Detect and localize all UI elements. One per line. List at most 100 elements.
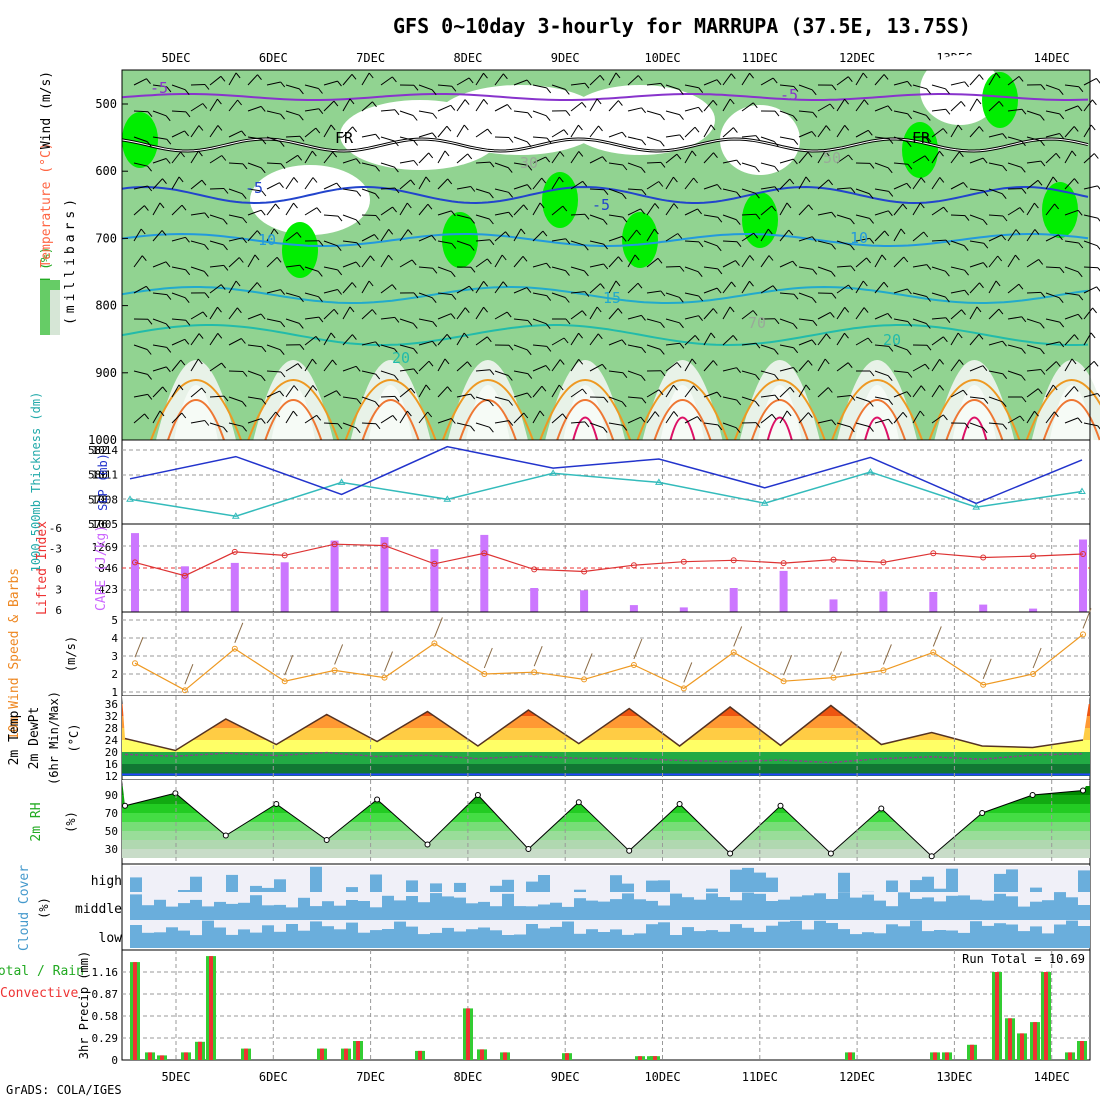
wind-barb: [589, 74, 601, 86]
cloud-cell: [262, 925, 274, 948]
cloud-cell: [1030, 901, 1042, 920]
wind-barb-flag: [450, 418, 456, 424]
precip-total-label: Total / Rain: [0, 964, 84, 979]
cloud-cell: [538, 904, 550, 920]
wind-barb-flag: [333, 100, 339, 107]
li-point: [381, 542, 388, 549]
wind-barb-flag: [641, 397, 647, 404]
wind-barb-flag: [526, 349, 532, 356]
wind-barb: [342, 73, 353, 86]
wind-barb: [703, 422, 718, 426]
wind-barb-flag: [792, 260, 798, 267]
wind-barb: [1007, 415, 1021, 424]
cloud-cell: [442, 896, 454, 920]
wind-barb: [627, 107, 642, 112]
wind-barb: [456, 393, 471, 398]
wind-barb-flag: [317, 271, 323, 277]
wind-barb-flag: [375, 165, 380, 172]
wind-barb-flag: [487, 258, 492, 265]
wind-barb-flag: [907, 113, 913, 120]
precip-conv-bar: [638, 1056, 642, 1060]
wind-barb-flag: [1040, 348, 1045, 355]
cloud-cell: [766, 877, 778, 892]
cloud-cell: [490, 885, 502, 892]
wind-barb: [912, 410, 921, 424]
wind-barb-flag: [964, 81, 969, 88]
top-date-label: 9DEC: [551, 51, 580, 65]
wind-barb-flag: [411, 259, 417, 266]
wind-barb-flag: [676, 153, 682, 160]
wind-barb-flag: [486, 336, 492, 343]
wind-barb: [152, 261, 167, 268]
wind-barb-flag: [906, 349, 912, 356]
wind-barb: [475, 258, 488, 268]
wind-barb-flag: [982, 219, 988, 226]
wind-barb-flag: [242, 425, 247, 432]
wind-barb: [779, 158, 794, 164]
cloud-cell: [814, 893, 826, 920]
wind-barb-flag: [1059, 267, 1065, 274]
wind-barb-flag: [318, 296, 323, 303]
cloud-cell-bg: [934, 866, 946, 892]
wind-barb-flag: [693, 177, 698, 184]
wind-barb: [361, 370, 376, 375]
wind-barb-flag: [293, 385, 299, 391]
wind-barb: [969, 98, 978, 112]
wind-barb-flag: [1040, 369, 1046, 375]
wind-barb-flag: [370, 255, 375, 262]
wind-barb: [361, 309, 373, 320]
wind-barb-flag: [805, 176, 811, 183]
wind-barb-flag: [1040, 160, 1046, 167]
wind-barb: [437, 333, 448, 346]
bottom-date-label: 7DEC: [356, 1070, 385, 1084]
precip-conv-bar: [160, 1055, 164, 1060]
wind-barb: [1026, 110, 1041, 116]
cloud-cell: [430, 883, 442, 892]
contour-label: 10: [850, 229, 868, 247]
wind-barb: [646, 344, 661, 350]
wind-barb-flag: [925, 323, 931, 329]
wind-barb: [874, 210, 889, 216]
wind-barb: [285, 264, 300, 268]
wind-barb: [228, 280, 237, 294]
cloud-cell: [802, 929, 814, 948]
wind-barb-flag: [926, 344, 932, 351]
wind-barb: [684, 106, 699, 112]
wind-barb: [152, 410, 161, 424]
wind-barb-flag: [374, 401, 380, 408]
wind-barb: [190, 333, 200, 346]
wind-barb-flag: [641, 107, 646, 114]
wind-barb-flag: [618, 256, 623, 263]
wind-barb: [209, 240, 224, 246]
wind-barb-flag: [463, 124, 469, 131]
wind-barb: [1007, 283, 1020, 294]
wind-barb: [209, 155, 223, 164]
cloud-cell: [598, 901, 610, 920]
wind-barb: [380, 344, 395, 350]
wind-barb-flag: [679, 342, 685, 349]
wind-barb: [380, 136, 395, 142]
bottom-date-label: 12DEC: [839, 1070, 875, 1084]
wind-barb: [931, 266, 946, 272]
wind-barb-flag: [413, 140, 418, 146]
thickness-tick-label: 578: [88, 493, 108, 506]
wind-barb-flag: [792, 115, 798, 122]
wind-barb-flag: [299, 88, 304, 95]
wind-barb-flag: [807, 360, 813, 366]
wind-barb-flag: [316, 207, 322, 214]
wind10-tick-label: 1: [111, 686, 118, 699]
cloud-cell: [1006, 896, 1018, 920]
cloud-cell: [1042, 900, 1054, 920]
wind-barb: [551, 176, 560, 190]
wind-barb-flag: [413, 348, 418, 354]
cloud-cell: [838, 929, 850, 948]
cape-bar: [330, 540, 339, 612]
wind-barb: [646, 136, 661, 142]
wind-barb: [228, 188, 243, 195]
cloud-cell: [838, 892, 850, 920]
wind-barb: [969, 306, 978, 320]
precip-conv-bar: [344, 1048, 348, 1060]
rh-dry-region: [920, 55, 1000, 125]
wind-barb: [133, 78, 147, 86]
cloud-cell: [730, 924, 742, 948]
